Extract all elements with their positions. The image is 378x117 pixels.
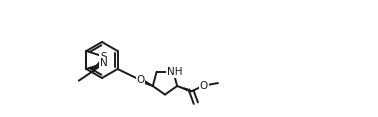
Text: NH: NH bbox=[167, 67, 182, 77]
Polygon shape bbox=[140, 79, 153, 86]
Text: O: O bbox=[200, 81, 208, 91]
Text: S: S bbox=[100, 52, 107, 62]
Text: O: O bbox=[136, 75, 145, 85]
Text: N: N bbox=[100, 58, 107, 68]
